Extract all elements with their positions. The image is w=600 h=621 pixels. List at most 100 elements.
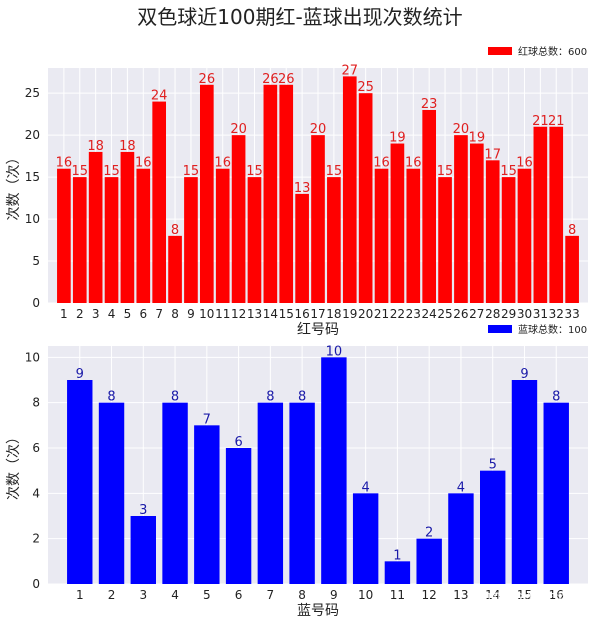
figure-title: 双色球近100期红-蓝球出现次数统计 <box>137 5 462 29</box>
red-bar-value-label: 21 <box>532 114 549 129</box>
red-bar-value-label: 16 <box>516 156 533 171</box>
red-bar <box>57 168 71 303</box>
blue-bar-value-label: 3 <box>139 503 147 518</box>
red-x-tick-label: 31 <box>533 307 548 321</box>
red-bar <box>342 76 357 304</box>
red-bar <box>72 177 87 303</box>
blue-bar <box>416 538 442 584</box>
blue-x-tick-label: 14 <box>485 588 500 602</box>
red-y-tick-label: 25 <box>25 86 40 100</box>
red-bar <box>168 235 182 303</box>
red-y-axis-label: 次数（次） <box>6 151 22 221</box>
red-bar <box>136 168 151 303</box>
red-bar-value-label: 20 <box>453 122 470 137</box>
blue-bar <box>194 425 220 584</box>
red-x-tick-label: 11 <box>215 307 230 321</box>
blue-bar-value-label: 8 <box>266 390 274 405</box>
red-bar-value-label: 21 <box>548 114 565 129</box>
red-bar-value-label: 25 <box>357 80 374 95</box>
red-bar <box>231 135 246 303</box>
blue-bar-value-label: 7 <box>203 412 211 427</box>
red-bar <box>311 135 325 303</box>
red-bar-value-label: 20 <box>230 122 247 137</box>
red-x-tick-label: 8 <box>171 307 179 321</box>
red-bar-value-label: 18 <box>87 139 104 154</box>
blue-bar <box>225 448 252 584</box>
red-x-tick-label: 5 <box>124 307 132 321</box>
red-x-tick-label: 15 <box>279 307 294 321</box>
red-y-tick-label: 10 <box>25 212 40 226</box>
red-bar <box>422 109 437 303</box>
red-x-tick-label: 24 <box>422 307 437 321</box>
red-y-tick-label: 5 <box>32 254 40 268</box>
red-bar <box>358 93 373 303</box>
red-x-tick-label: 22 <box>390 307 405 321</box>
blue-bar <box>384 561 411 584</box>
red-x-axis-label: 红号码 <box>297 322 339 338</box>
blue-x-tick-label: 7 <box>267 588 275 602</box>
red-y-tick-label: 0 <box>32 296 40 310</box>
red-x-tick-label: 29 <box>501 307 516 321</box>
red-x-tick-label: 26 <box>453 307 468 321</box>
red-x-tick-label: 2 <box>76 307 84 321</box>
blue-y-tick-label: 4 <box>32 486 40 500</box>
blue-bar <box>98 402 125 584</box>
blue-x-axis-label: 蓝号码 <box>297 603 339 619</box>
blue-bar-value-label: 4 <box>362 480 370 495</box>
red-x-tick-label: 20 <box>358 307 373 321</box>
red-bar <box>469 143 484 303</box>
red-bar <box>406 168 421 303</box>
red-x-tick-label: 9 <box>187 307 195 321</box>
blue-x-tick-label: 6 <box>235 588 243 602</box>
blue-y-tick-label: 0 <box>32 577 40 591</box>
blue-x-tick-label: 3 <box>139 588 147 602</box>
blue-bar-value-label: 4 <box>457 480 465 495</box>
red-bar-value-label: 26 <box>278 72 295 87</box>
red-bar-value-label: 16 <box>214 156 231 171</box>
red-bar-value-label: 16 <box>373 156 390 171</box>
blue-bar-value-label: 9 <box>520 367 528 382</box>
red-bar-value-label: 15 <box>103 164 120 179</box>
red-bar-value-label: 15 <box>71 164 88 179</box>
blue-bar <box>257 402 284 584</box>
red-bar-value-label: 15 <box>183 164 200 179</box>
blue-y-axis-label: 次数（次） <box>6 430 22 500</box>
red-x-tick-label: 21 <box>374 307 389 321</box>
blue-bar <box>480 470 506 584</box>
red-bar-value-label: 8 <box>568 223 576 238</box>
blue-x-tick-label: 5 <box>203 588 211 602</box>
blue-bar-value-label: 10 <box>326 344 343 359</box>
red-bar-value-label: 26 <box>199 72 216 87</box>
blue-x-tick-label: 16 <box>549 588 564 602</box>
red-x-tick-label: 32 <box>549 307 564 321</box>
red-bar <box>454 135 468 303</box>
red-bar <box>199 84 214 304</box>
blue-plot-area <box>48 346 588 584</box>
red-x-tick-label: 12 <box>231 307 246 321</box>
blue-x-tick-label: 1 <box>76 588 84 602</box>
red-bar-value-label: 13 <box>294 181 311 196</box>
blue-bar <box>162 402 188 584</box>
red-legend-swatch <box>488 47 512 55</box>
blue-y-tick-label: 10 <box>25 350 40 364</box>
red-bar-value-label: 16 <box>405 156 422 171</box>
red-x-tick-label: 6 <box>139 307 147 321</box>
red-x-tick-label: 17 <box>310 307 325 321</box>
blue-bar <box>543 402 569 584</box>
red-bar <box>104 177 119 303</box>
red-bar-value-label: 19 <box>469 131 486 146</box>
blue-bar-value-label: 6 <box>234 435 242 450</box>
blue-x-tick-label: 8 <box>298 588 306 602</box>
red-bar <box>565 235 579 303</box>
red-x-tick-label: 19 <box>342 307 357 321</box>
red-y-tick-label: 15 <box>25 170 40 184</box>
red-bar <box>215 168 230 303</box>
blue-legend-swatch <box>488 325 512 333</box>
blue-bar <box>130 516 156 584</box>
red-x-tick-label: 14 <box>263 307 278 321</box>
blue-bar <box>67 380 93 584</box>
red-bar <box>533 126 548 303</box>
